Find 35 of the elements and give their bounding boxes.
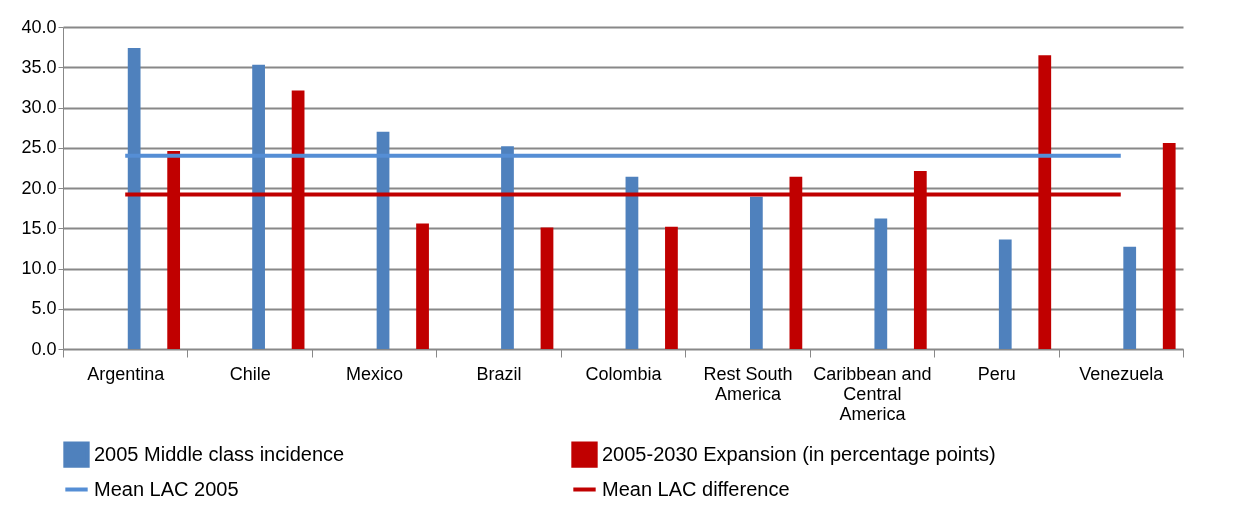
bar <box>1123 246 1137 349</box>
bar <box>998 239 1012 349</box>
y-tick-label: 20.0 <box>21 177 57 198</box>
bar <box>252 64 265 349</box>
bar <box>874 218 888 349</box>
bar <box>540 227 554 349</box>
bar <box>376 131 390 349</box>
bar <box>1162 142 1176 349</box>
y-tick-label: 0.0 <box>31 338 57 359</box>
y-tick-label: 25.0 <box>21 137 57 158</box>
y-tick-label: 15.0 <box>21 217 57 238</box>
x-tick-label: Brazil <box>476 363 522 384</box>
x-tick-label: Caribbean and Central America <box>813 363 932 424</box>
bar <box>749 196 763 349</box>
x-tick-label: Peru <box>977 363 1016 384</box>
y-tick-label: 30.0 <box>21 97 57 117</box>
x-tick-label: Rest South America <box>703 363 793 404</box>
x-tick-label: Chile <box>229 363 271 384</box>
legend-label: Mean LAC 2005 <box>94 477 239 500</box>
bar <box>127 47 141 349</box>
bar <box>501 146 514 349</box>
bar <box>625 176 639 349</box>
x-tick-label: Mexico <box>346 363 404 384</box>
y-tick-label: 10.0 <box>21 258 57 278</box>
x-tick-label: Argentina <box>87 363 166 384</box>
x-tick-label: Venezuela <box>1079 363 1165 384</box>
bar <box>665 226 678 349</box>
bar <box>416 223 429 349</box>
y-tick-label: 40.0 <box>21 16 57 37</box>
y-tick-label: 35.0 <box>21 56 57 77</box>
legend-label: 2005-2030 Expansion (in percentage points) <box>602 442 996 465</box>
legend-label: 2005 Middle class incidence <box>94 442 345 465</box>
y-tick-label: 5.0 <box>31 298 57 319</box>
legend-label: Mean LAC difference <box>602 477 790 500</box>
x-tick-label: Colombia <box>585 363 663 384</box>
